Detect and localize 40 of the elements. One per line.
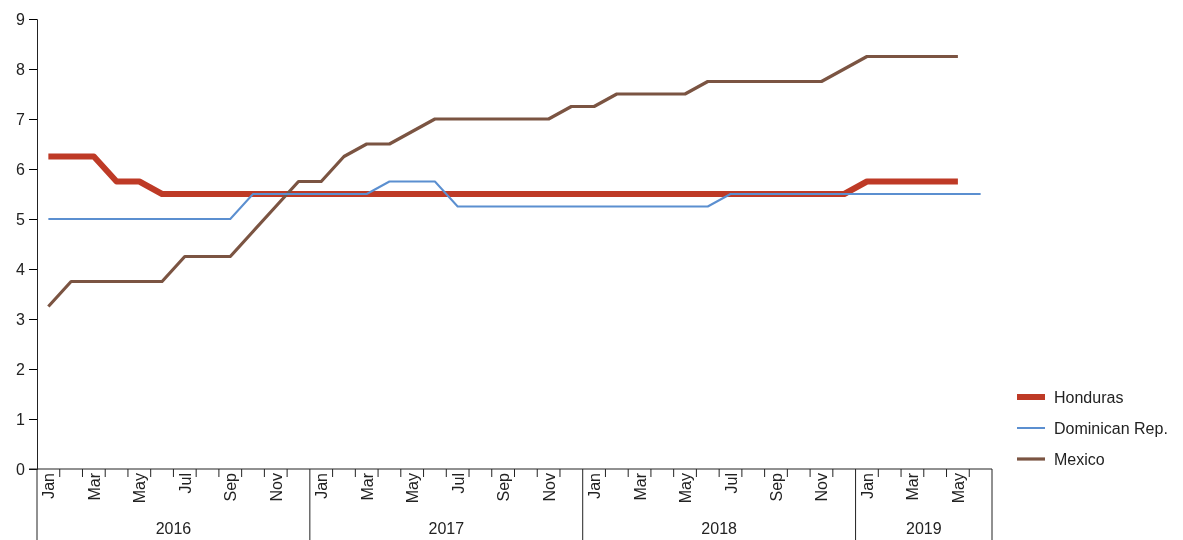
y-tick-label: 8 bbox=[16, 60, 26, 78]
y-tick-label: 7 bbox=[16, 110, 26, 128]
x-tick-label: Jan bbox=[586, 473, 604, 499]
x-tick-label: Nov bbox=[540, 473, 558, 502]
text: 2018 bbox=[701, 520, 738, 537]
x-tick-label: Sep bbox=[222, 472, 240, 502]
x-tick-label: Jul bbox=[176, 473, 194, 494]
x-tick-label: May bbox=[677, 473, 695, 504]
line-series bbox=[47, 180, 982, 220]
y-tick-label: 2 bbox=[16, 360, 26, 378]
x-tick-label: Jan bbox=[40, 473, 58, 499]
x-tick-label: Sep bbox=[495, 472, 513, 502]
legend-label: Honduras bbox=[1054, 389, 1124, 406]
y-tick-label: 9 bbox=[16, 10, 26, 28]
x-tick-label: Nov bbox=[267, 473, 285, 502]
x-tick-label: Mar bbox=[904, 472, 922, 501]
x-tick-label: Mar bbox=[631, 472, 649, 501]
x-tick-label: Jan bbox=[313, 473, 331, 499]
text: 2016 bbox=[155, 520, 192, 537]
line-series bbox=[46, 54, 960, 309]
y-tick-label: 1 bbox=[16, 410, 26, 428]
legend-label: Mexico bbox=[1054, 451, 1105, 468]
x-tick-label: May bbox=[949, 473, 967, 504]
legend-label: Dominican Rep. bbox=[1054, 420, 1168, 437]
y-tick-label: 5 bbox=[16, 210, 26, 228]
x-tick-label: Mar bbox=[358, 472, 376, 501]
y-tick-label: 4 bbox=[16, 260, 26, 278]
y-tick-label: 0 bbox=[16, 460, 26, 478]
x-tick-label: Sep bbox=[767, 472, 785, 502]
x-tick-label: Jul bbox=[722, 473, 740, 494]
x-tick-label: Nov bbox=[813, 473, 831, 502]
x-tick-label: May bbox=[404, 473, 422, 504]
x-tick-label: May bbox=[131, 473, 149, 504]
text: 2017 bbox=[428, 520, 465, 537]
x-tick-label: Mar bbox=[85, 472, 103, 501]
y-tick-label: 6 bbox=[16, 160, 26, 178]
x-tick-label: Jul bbox=[449, 473, 467, 494]
text: 2019 bbox=[905, 520, 942, 537]
y-tick-label: 3 bbox=[16, 310, 26, 328]
x-tick-label: Jan bbox=[858, 473, 876, 499]
